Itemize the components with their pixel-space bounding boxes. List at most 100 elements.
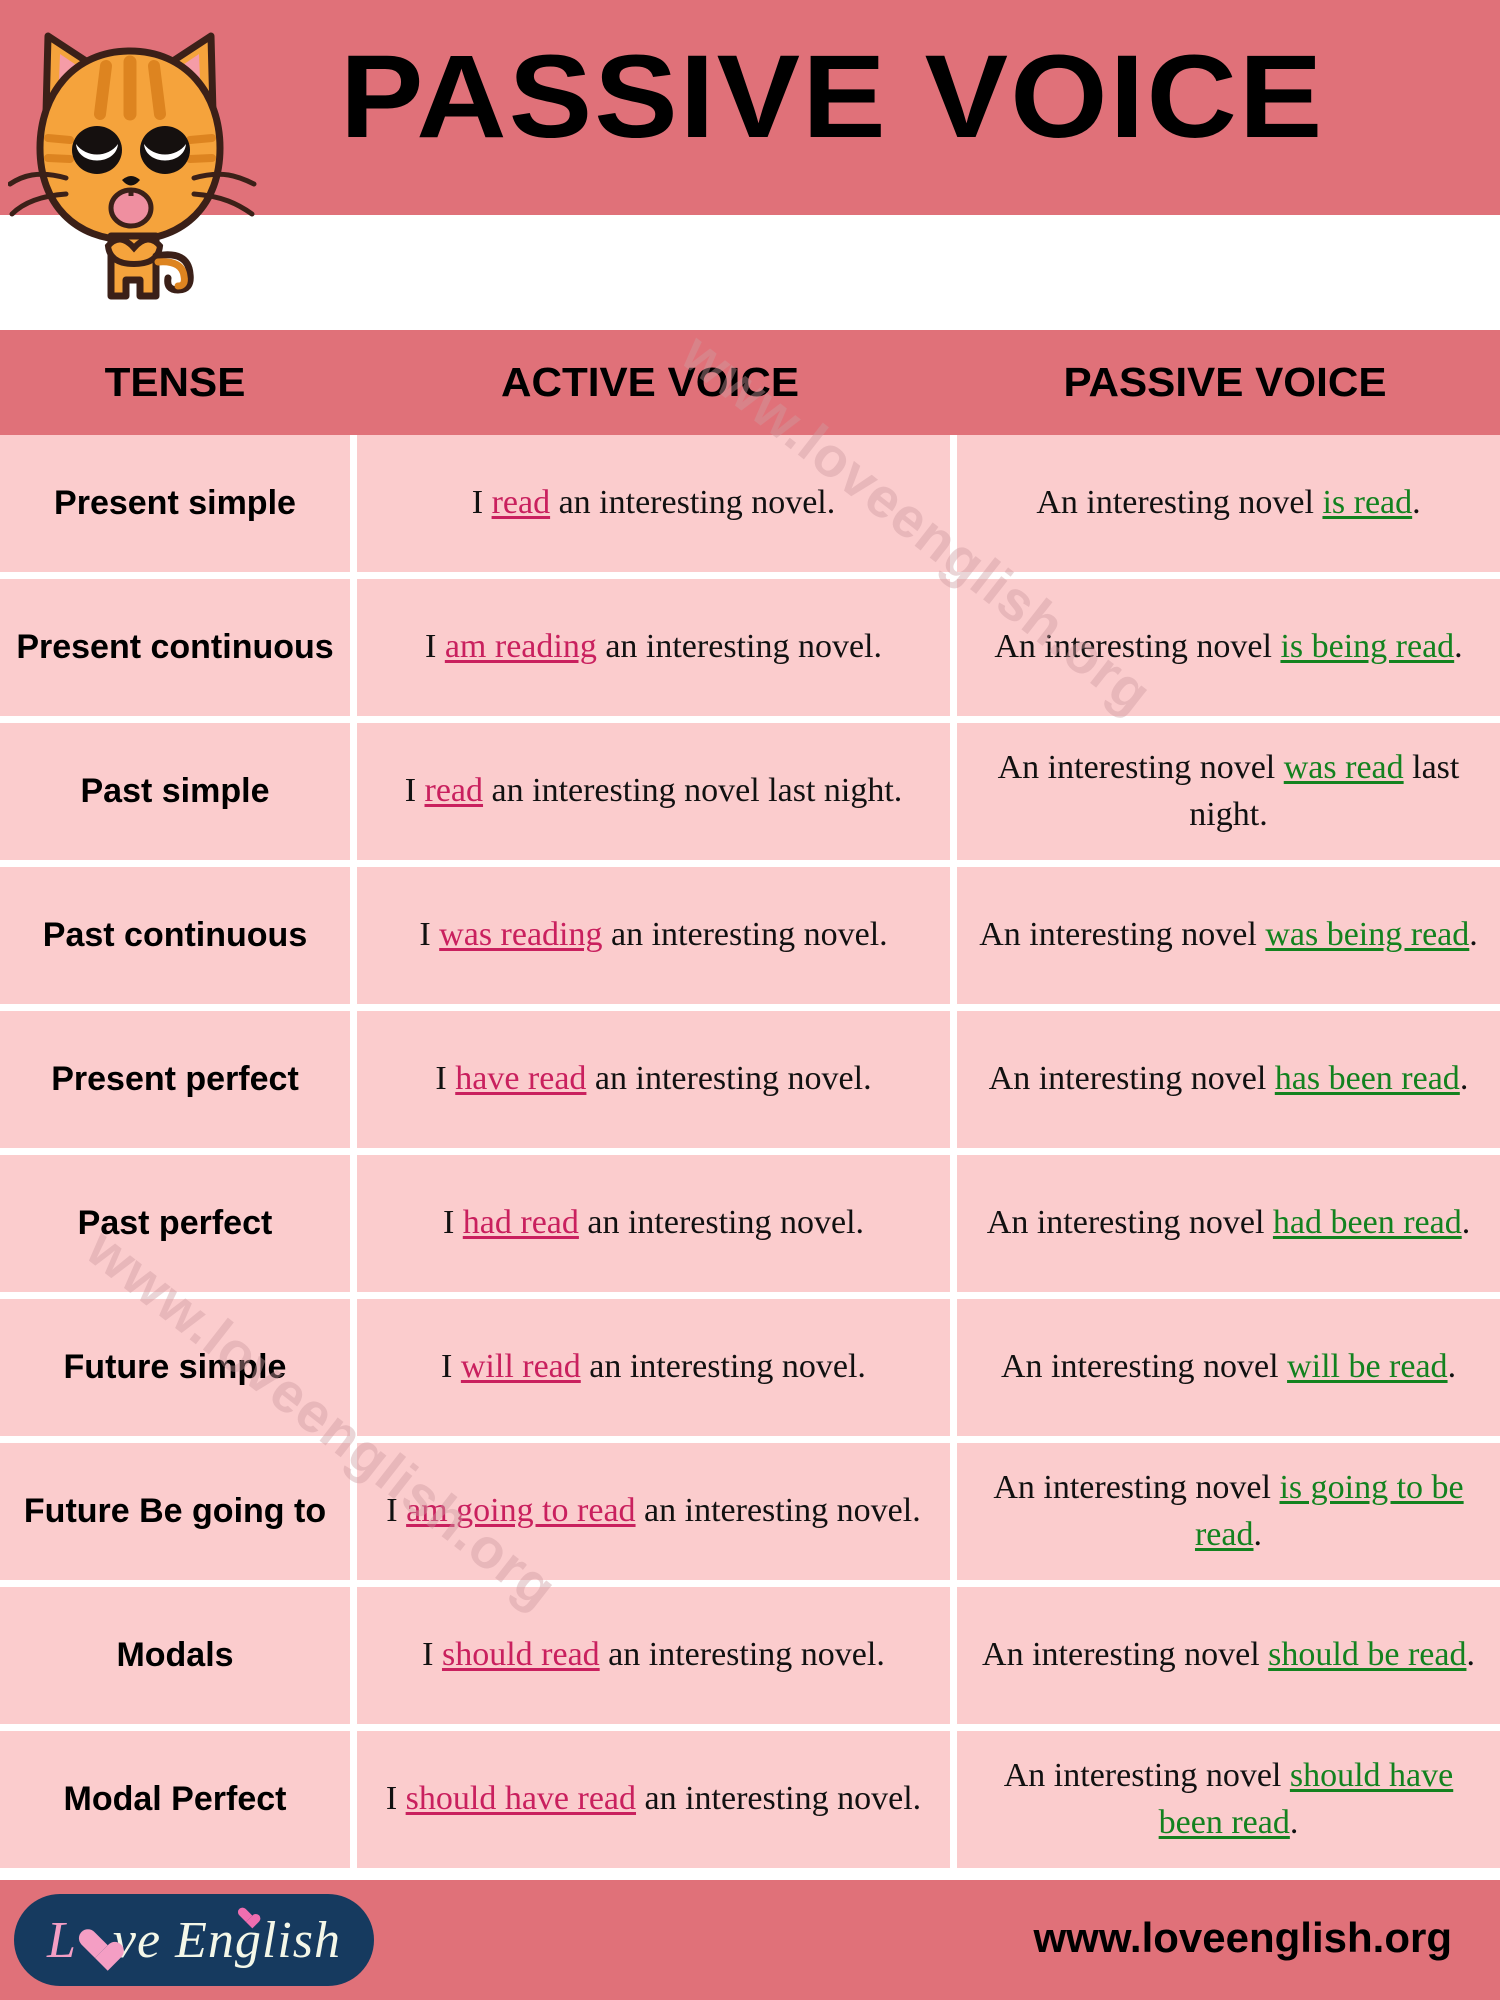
column-header-tense: TENSE (104, 359, 246, 405)
highlighted-verb: is going to be read (1194, 1468, 1464, 1553)
cell-passive-voice: An interesting novel is going to be read… (957, 1443, 1500, 1580)
cell-tense: Future Be going to (0, 1443, 350, 1580)
table-row: Past continuous I was reading an interest… (0, 867, 1500, 1011)
cell-active-voice: I had read an interesting novel. (357, 1155, 950, 1292)
table-row: Past perfect I had read an interesting no… (0, 1155, 1500, 1299)
cell-active-voice: I have read an interesting novel. (357, 1011, 950, 1148)
heart-icon (78, 1928, 112, 1959)
highlighted-verb: is being read (1280, 628, 1455, 666)
cell-tense: Future simple (0, 1299, 350, 1436)
header-white-strip (0, 215, 1500, 330)
table-row: Present continuous I am reading an intere… (0, 579, 1500, 723)
sentence-suffix: an interesting novel last night. (483, 772, 903, 810)
sentence-suffix: . (1447, 1348, 1457, 1386)
heart-dot-icon (238, 1907, 255, 1922)
sentence-prefix: I (422, 1636, 442, 1674)
sentence-suffix: . (1289, 1803, 1299, 1841)
logo-rest: ve English (112, 1911, 341, 1969)
cell-active-voice: I am going to read an interesting novel. (357, 1443, 950, 1580)
sentence-suffix: an interesting novel. (602, 916, 888, 954)
sentence-prefix: An interesting novel (1036, 484, 1323, 522)
sentence-suffix: an interesting novel. (578, 1204, 865, 1242)
sentence-suffix: . (1461, 1204, 1471, 1242)
table-row: Modal Perfect I should have read an inter… (0, 1731, 1500, 1875)
site-url: www.loveenglish.org (1033, 1914, 1452, 1961)
sentence-suffix: an interesting novel. (596, 628, 882, 666)
cell-active-voice: I should read an interesting novel. (357, 1587, 950, 1724)
cell-active-voice: I am reading an interesting novel. (357, 579, 950, 716)
sentence-prefix: An interesting novel (982, 1636, 1269, 1674)
sentence-prefix: I (425, 628, 445, 666)
passive-voice-table: TENSE ACTIVE VOICE PASSIVE VOICE Present… (0, 330, 1500, 1875)
cell-passive-voice: An interesting novel should be read. (957, 1587, 1500, 1724)
cell-tense: Present simple (0, 435, 350, 572)
highlighted-verb: should have read (405, 1780, 637, 1818)
highlighted-verb: will be read (1287, 1348, 1448, 1386)
cell-active-voice: I read an interesting novel. (357, 435, 950, 572)
sentence-suffix: last night. (1189, 748, 1460, 833)
cell-passive-voice: An interesting novel was read last night… (957, 723, 1500, 860)
highlighted-verb: should be read (1268, 1636, 1467, 1674)
cell-tense: Past simple (0, 723, 350, 860)
sentence-suffix: . (1454, 628, 1463, 666)
cell-active-voice: I will read an interesting novel. (357, 1299, 950, 1436)
cell-tense: Present continuous (0, 579, 350, 716)
table-row: Future simple I will read an interesting … (0, 1299, 1500, 1443)
cell-passive-voice: An interesting novel is being read. (957, 579, 1500, 716)
cell-tense: Past perfect (0, 1155, 350, 1292)
highlighted-verb: was read (1283, 748, 1404, 786)
sentence-suffix: an interesting novel. (636, 1780, 922, 1818)
sentence-prefix: I (435, 1060, 456, 1098)
table-row: Present perfect I have read an interestin… (0, 1011, 1500, 1155)
table-row: Future Be going to I am going to read an … (0, 1443, 1500, 1587)
highlighted-verb: should read (441, 1636, 600, 1674)
highlighted-verb: was reading (439, 916, 603, 954)
sentence-suffix: an interesting novel. (635, 1492, 921, 1530)
highlighted-verb: am going to read (406, 1492, 636, 1530)
highlighted-verb: should have been read (1158, 1756, 1454, 1841)
sentence-suffix: an interesting novel. (586, 1060, 872, 1098)
cell-active-voice: I should have read an interesting novel. (357, 1731, 950, 1868)
cell-passive-voice: An interesting novel was being read. (957, 867, 1500, 1004)
highlighted-verb: had read (462, 1204, 579, 1242)
cell-active-voice: I was reading an interesting novel. (357, 867, 950, 1004)
highlighted-verb: had been read (1272, 1204, 1462, 1242)
sentence-prefix: An interesting novel (986, 1204, 1273, 1242)
header-banner (0, 0, 1500, 215)
cell-passive-voice: An interesting novel has been read. (957, 1011, 1500, 1148)
sentence-suffix: . (1469, 916, 1478, 954)
sentence-prefix: An interesting novel (997, 748, 1284, 786)
cell-passive-voice: An interesting novel is read. (957, 435, 1500, 572)
sentence-suffix: . (1459, 1060, 1469, 1098)
sentence-prefix: I (442, 1204, 463, 1242)
table-body: Present simple I read an interesting nove… (0, 435, 1500, 1875)
sentence-prefix: I (471, 484, 492, 522)
sentence-suffix: . (1253, 1515, 1263, 1553)
sentence-prefix: I (404, 772, 425, 810)
page-title: PASSIVE VOICE (340, 31, 1325, 163)
logo-letter-l: L (47, 1911, 77, 1969)
sentence-prefix: An interesting novel (1003, 1756, 1290, 1794)
column-header-passive-voice: PASSIVE VOICE (1063, 359, 1387, 405)
sentence-prefix: An interesting novel (1000, 1348, 1288, 1386)
cell-tense: Modals (0, 1587, 350, 1724)
highlighted-verb: is read (1322, 484, 1413, 522)
highlighted-verb: have read (455, 1060, 587, 1098)
table-row: Modals I should read an interesting novel… (0, 1587, 1500, 1731)
sentence-prefix: I (386, 1492, 407, 1530)
highlighted-verb: will read (460, 1348, 581, 1386)
column-header-active-voice: ACTIVE VOICE (500, 359, 799, 405)
cell-passive-voice: An interesting novel will be read. (957, 1299, 1500, 1436)
highlighted-verb: read (424, 772, 484, 810)
cat-mascot-icon (8, 32, 257, 300)
sentence-prefix: I (385, 1780, 406, 1818)
highlighted-verb: am reading (444, 628, 597, 666)
sentence-prefix: I (419, 916, 440, 954)
table-row: Past simple I read an interesting novel l… (0, 723, 1500, 867)
cell-passive-voice: An interesting novel had been read. (957, 1155, 1500, 1292)
sentence-prefix: I (441, 1348, 461, 1386)
sentence-suffix: . (1412, 484, 1421, 522)
